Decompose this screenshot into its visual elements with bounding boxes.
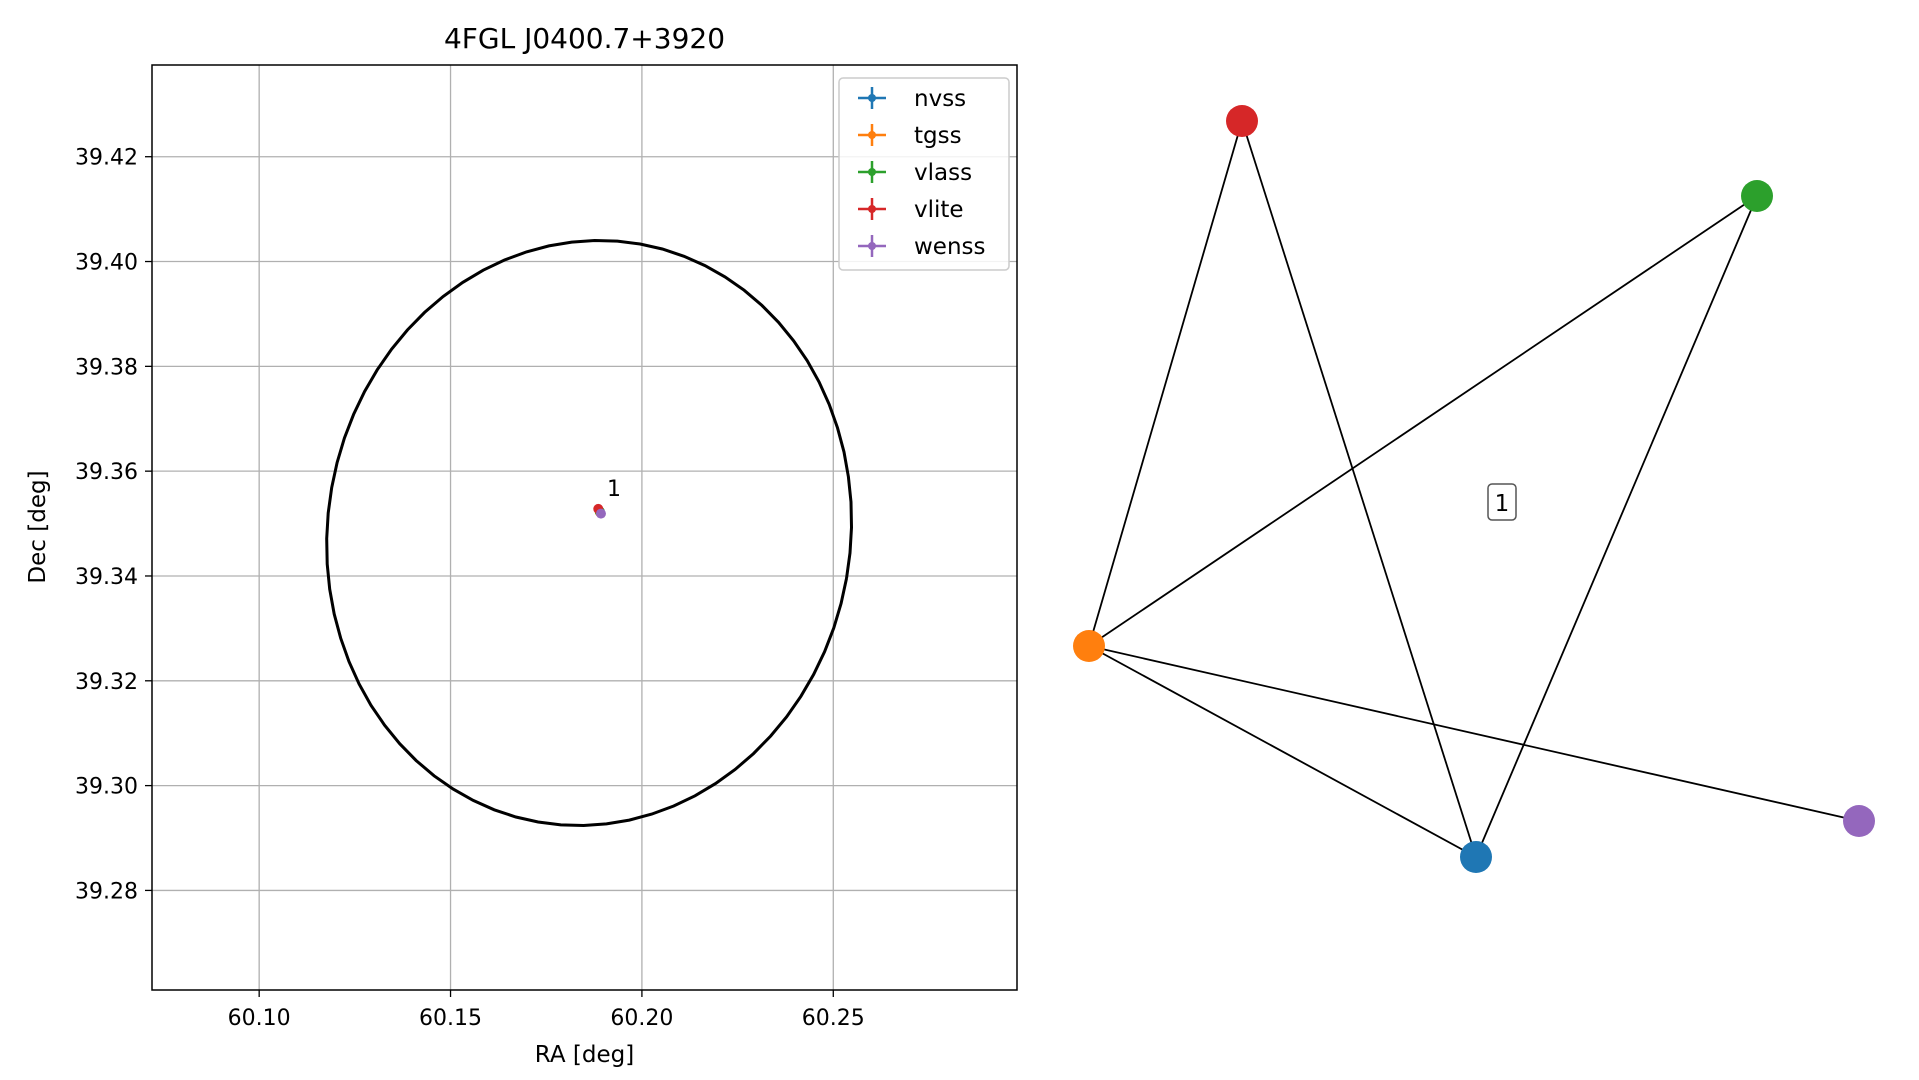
- node-vlass: [1741, 180, 1773, 212]
- legend-label: tgss: [914, 123, 962, 149]
- edge-vlite-nvss: [1241, 120, 1477, 858]
- legend-marker-dot: [868, 242, 876, 250]
- x-tick-label: 60.10: [228, 1006, 291, 1031]
- y-tick-label: 39.30: [75, 775, 138, 800]
- x-tick-label: 60.15: [419, 1006, 482, 1031]
- edge-tgss-vlite: [1088, 120, 1243, 647]
- y-tick-label: 39.28: [75, 879, 138, 904]
- y-tick-label: 39.32: [75, 670, 138, 695]
- y-tick-label: 39.36: [75, 460, 138, 485]
- legend-label: wenss: [914, 234, 986, 260]
- network-label-box: [1487, 483, 1517, 521]
- legend-marker-dot: [868, 168, 876, 176]
- point-wenss: [595, 508, 606, 519]
- x-axis-label: RA [deg]: [535, 1042, 634, 1068]
- y-tick-label: 39.40: [75, 251, 138, 276]
- legend-label: vlass: [914, 160, 972, 186]
- y-tick-label: 39.38: [75, 355, 138, 380]
- network-label-text: 1: [1495, 491, 1510, 517]
- chart-title: 4FGL J0400.7+3920: [444, 22, 725, 55]
- legend-marker-dot: [868, 94, 876, 102]
- ticks: 60.10 60.15 60.20 60.25 39.28 39.30 39.32 39.34…: [75, 146, 865, 1031]
- ellipse-layer: [325, 238, 854, 828]
- point-annotation: 1: [607, 477, 621, 502]
- legend-item-wenss: wenss: [858, 234, 986, 260]
- points-layer: 1: [593, 477, 621, 519]
- y-tick-label: 39.34: [75, 565, 138, 590]
- legend-item-vlass: vlass: [858, 160, 972, 186]
- legend-item-tgss: tgss: [858, 123, 962, 149]
- legend-box: [838, 77, 1010, 271]
- node-tgss: [1073, 630, 1105, 662]
- legend-marker-dot: [868, 205, 876, 213]
- x-tick-label: 60.25: [802, 1006, 865, 1031]
- error-ellipse: [325, 238, 854, 828]
- node-vlite: [1226, 105, 1258, 137]
- y-tick-label: 39.42: [75, 146, 138, 171]
- plot-frame: [151, 64, 1018, 991]
- edge-tgss-wenss: [1088, 645, 1860, 822]
- legend: nvss tgss vlass vlite wenss: [838, 77, 1010, 271]
- edge-tgss-nvss: [1088, 645, 1477, 858]
- scatter-panel: 1 60.10 60.15 60.20 60.25 39.28 39.30 39.32 39.…: [25, 22, 1018, 1068]
- edges-layer: [1088, 120, 1860, 858]
- legend-marker-dot: [868, 131, 876, 139]
- node-nvss: [1460, 841, 1492, 873]
- network-panel: 1: [1073, 105, 1875, 873]
- legend-label: nvss: [914, 86, 966, 112]
- y-axis-label: Dec [deg]: [25, 470, 51, 583]
- legend-item-vlite: vlite: [858, 197, 964, 223]
- x-tick-label: 60.20: [610, 1006, 673, 1031]
- edge-tgss-vlass: [1088, 195, 1758, 647]
- network-label: 1: [1487, 483, 1517, 521]
- edge-vlass-nvss: [1475, 195, 1758, 858]
- node-wenss: [1843, 805, 1875, 837]
- legend-item-nvss: nvss: [858, 86, 966, 112]
- nodes-layer: [1073, 105, 1875, 873]
- legend-label: vlite: [914, 197, 964, 223]
